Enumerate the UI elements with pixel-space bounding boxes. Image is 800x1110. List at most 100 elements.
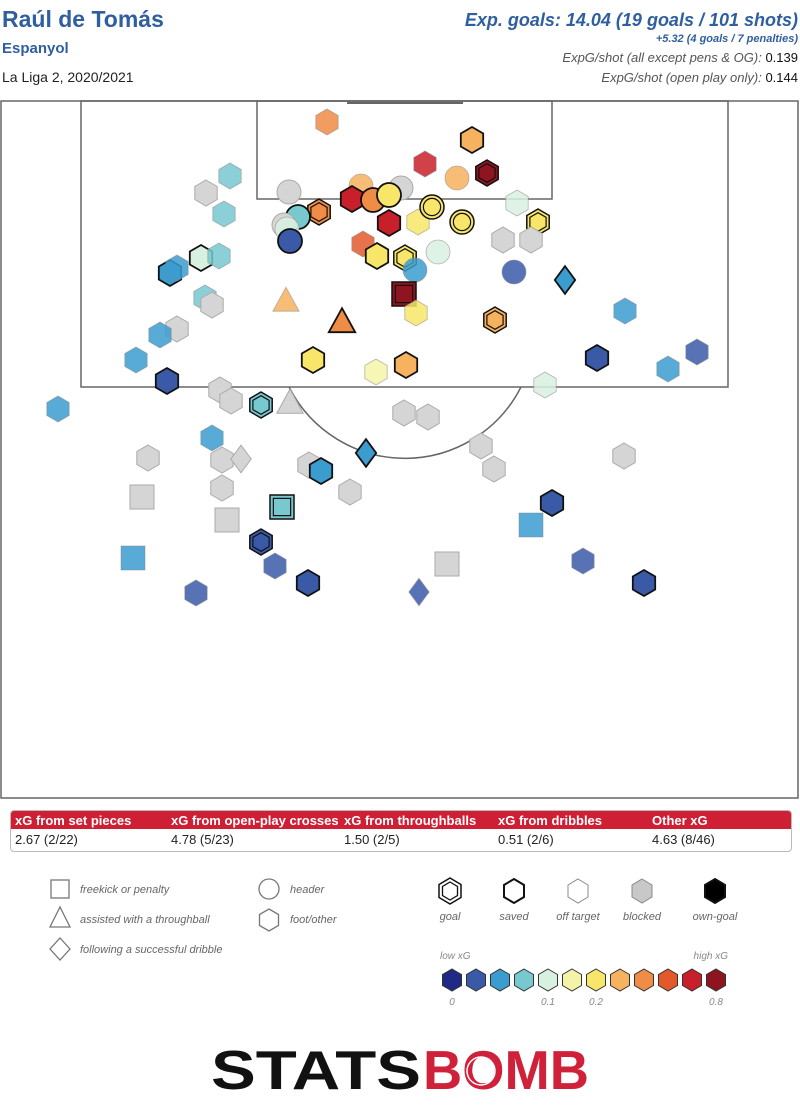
legend-scale-swatch bbox=[658, 968, 678, 992]
legend-blocked-label: blocked bbox=[623, 911, 662, 923]
shot-marker bbox=[148, 321, 172, 349]
shot-marker bbox=[376, 208, 402, 238]
penalty-box bbox=[80, 100, 729, 388]
shot-marker bbox=[269, 494, 295, 520]
shot-marker bbox=[354, 437, 378, 469]
xg-per-shot-value: 0.139 bbox=[765, 50, 798, 65]
shot-marker bbox=[212, 200, 236, 228]
legend-outcomes bbox=[438, 877, 726, 905]
shot-marker bbox=[392, 399, 416, 427]
legend-saved-icon bbox=[503, 877, 525, 905]
legend-square-icon bbox=[50, 879, 70, 899]
shot-marker bbox=[425, 239, 451, 265]
legend-goal-label: goal bbox=[440, 911, 461, 923]
shot-marker bbox=[434, 551, 460, 577]
table-value-dribbles: 0.51 (2/6) bbox=[498, 832, 554, 847]
logo-bomb-text: BOMB bbox=[423, 1040, 589, 1096]
legend-diamond-icon bbox=[49, 937, 71, 961]
logo-target-icon bbox=[466, 1056, 496, 1086]
table-header-throughballs: xG from throughballs bbox=[344, 813, 477, 828]
legend-scale-swatch bbox=[442, 968, 462, 992]
shot-marker bbox=[483, 306, 507, 334]
shot-marker bbox=[200, 424, 224, 452]
legend-own-goal-label: own-goal bbox=[693, 911, 738, 923]
shot-marker bbox=[364, 241, 390, 271]
legend-low-xg-label: low xG bbox=[440, 951, 471, 962]
shot-marker bbox=[475, 159, 499, 187]
header-left: Raúl de Tomás Espanyol La Liga 2, 2020/2… bbox=[2, 4, 164, 85]
legend-off-target-label: off target bbox=[556, 911, 600, 923]
shot-marker bbox=[129, 484, 155, 510]
shot-marker bbox=[295, 568, 321, 598]
table-header-crosses: xG from open-play crosses bbox=[171, 813, 339, 828]
shot-marker bbox=[459, 125, 485, 155]
legend-circle-icon bbox=[258, 878, 280, 900]
table-value-throughballs: 1.50 (2/5) bbox=[344, 832, 400, 847]
legend-scale-swatch bbox=[538, 968, 558, 992]
legend-off-target-icon bbox=[567, 878, 589, 904]
shot-marker bbox=[327, 306, 357, 334]
shot-marker bbox=[419, 194, 445, 220]
shot-marker bbox=[249, 528, 273, 556]
shot-marker bbox=[275, 388, 305, 414]
penalty-arc bbox=[288, 386, 522, 459]
shot-marker bbox=[124, 346, 148, 374]
shot-marker bbox=[416, 403, 440, 431]
shot-marker bbox=[46, 395, 70, 423]
shot-marker bbox=[300, 345, 326, 375]
legend-foot-label: foot/other bbox=[290, 914, 338, 926]
shot-marker bbox=[194, 179, 218, 207]
shot-marker bbox=[276, 179, 302, 205]
shot-marker bbox=[519, 226, 543, 254]
xg-per-shot-open-value: 0.144 bbox=[765, 70, 798, 85]
legend-scale-swatch bbox=[562, 968, 582, 992]
legend-tick-0: 0 bbox=[449, 997, 455, 1008]
legend-triangle-icon bbox=[48, 905, 72, 928]
legend-header-label: header bbox=[290, 884, 326, 896]
shot-marker bbox=[402, 257, 428, 283]
shot-marker bbox=[408, 577, 430, 607]
shot-marker bbox=[307, 198, 331, 226]
table-header-set-pieces: xG from set pieces bbox=[15, 813, 132, 828]
penalties-summary: +5.32 (4 goals / 7 penalties) bbox=[655, 33, 798, 45]
shot-marker bbox=[184, 579, 208, 607]
xg-per-shot-open: ExpG/shot (open play only): 0.144 bbox=[465, 70, 798, 85]
xg-per-shot-label: ExpG/shot (all except pens & OG): bbox=[562, 50, 762, 65]
legend-freekick-label: freekick or penalty bbox=[80, 884, 171, 896]
shot-marker bbox=[207, 242, 231, 270]
shot-marker bbox=[656, 355, 680, 383]
shot-marker bbox=[491, 226, 515, 254]
legend-own-goal-icon bbox=[704, 877, 726, 905]
shot-marker bbox=[404, 299, 428, 327]
shot-marker bbox=[533, 371, 557, 399]
legend-scale-swatch bbox=[586, 968, 606, 992]
legend-scale-swatch bbox=[634, 968, 654, 992]
legend-scale-swatch bbox=[610, 968, 630, 992]
legend-goal-inner-icon bbox=[441, 881, 459, 901]
shot-marker bbox=[249, 391, 273, 419]
header-right: Exp. goals: 14.04 (19 goals / 101 shots)… bbox=[465, 10, 798, 85]
shot-marker bbox=[210, 446, 234, 474]
legend-hexagon-icon bbox=[258, 908, 280, 932]
shot-marker bbox=[685, 338, 709, 366]
xg-breakdown-table: xG from set pieces xG from open-play cro… bbox=[10, 810, 792, 852]
shot-marker bbox=[277, 228, 303, 254]
legend-scale-swatch bbox=[682, 968, 702, 992]
legend-scale-swatch bbox=[490, 968, 510, 992]
legend-scale-swatch bbox=[514, 968, 534, 992]
legend-tick-02: 0.2 bbox=[589, 997, 603, 1008]
shot-marker bbox=[482, 455, 506, 483]
shot-marker bbox=[154, 366, 180, 396]
shot-marker bbox=[263, 552, 287, 580]
pitch bbox=[0, 100, 799, 799]
legend-scale-swatch bbox=[706, 968, 726, 992]
shot-marker bbox=[613, 297, 637, 325]
shot-marker bbox=[218, 162, 242, 190]
player-name: Raúl de Tomás bbox=[2, 6, 164, 32]
team-name: Espanyol bbox=[2, 40, 69, 57]
legend-high-xg-label: high xG bbox=[694, 951, 729, 962]
table-header-row bbox=[11, 811, 791, 829]
legend-dribble-label: following a successful dribble bbox=[80, 944, 222, 956]
shot-marker bbox=[501, 259, 527, 285]
shot-marker bbox=[338, 478, 362, 506]
